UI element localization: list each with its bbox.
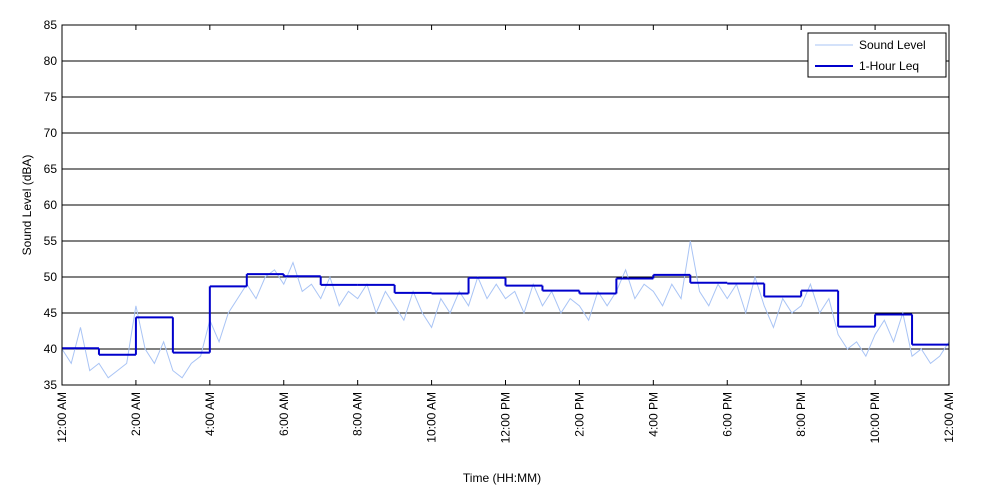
- x-tick-label: 8:00 PM: [794, 392, 808, 437]
- legend-box: [807, 32, 947, 78]
- y-tick-label: 85: [44, 18, 58, 32]
- x-tick-label: 12:00 AM: [942, 392, 956, 443]
- x-tick-label: 10:00 PM: [868, 392, 882, 443]
- y-tick-label: 45: [44, 306, 58, 320]
- x-tick-label: 4:00 PM: [646, 392, 660, 437]
- plot-frame: [61, 24, 950, 386]
- y-tick-label: 50: [44, 270, 58, 284]
- y-tick-label: 80: [44, 54, 58, 68]
- x-tick-label: 2:00 PM: [572, 392, 586, 437]
- y-tick-label: 60: [44, 198, 58, 212]
- x-tick-label: 2:00 AM: [129, 392, 143, 436]
- y-axis-label: Sound Level (dBA): [20, 155, 34, 256]
- y-tick-label: 70: [44, 126, 58, 140]
- x-tick-label: 12:00 PM: [499, 392, 513, 443]
- y-tick-label: 55: [44, 234, 58, 248]
- legend-label: 1-Hour Leq: [859, 59, 919, 73]
- x-axis-label: Time (HH:MM): [463, 471, 541, 485]
- x-tick-label: 6:00 PM: [720, 392, 734, 437]
- y-tick-label: 65: [44, 162, 58, 176]
- x-tick-label: 10:00 AM: [425, 392, 439, 443]
- x-tick-label: 4:00 AM: [203, 392, 217, 436]
- x-tick-label: 12:00 AM: [55, 392, 69, 443]
- x-tick-label: 8:00 AM: [351, 392, 365, 436]
- y-tick-label: 75: [44, 90, 58, 104]
- legend-label: Sound Level: [859, 38, 926, 52]
- x-tick-label: 6:00 AM: [277, 392, 291, 436]
- y-tick-label: 35: [44, 378, 58, 392]
- y-tick-label: 40: [44, 342, 58, 356]
